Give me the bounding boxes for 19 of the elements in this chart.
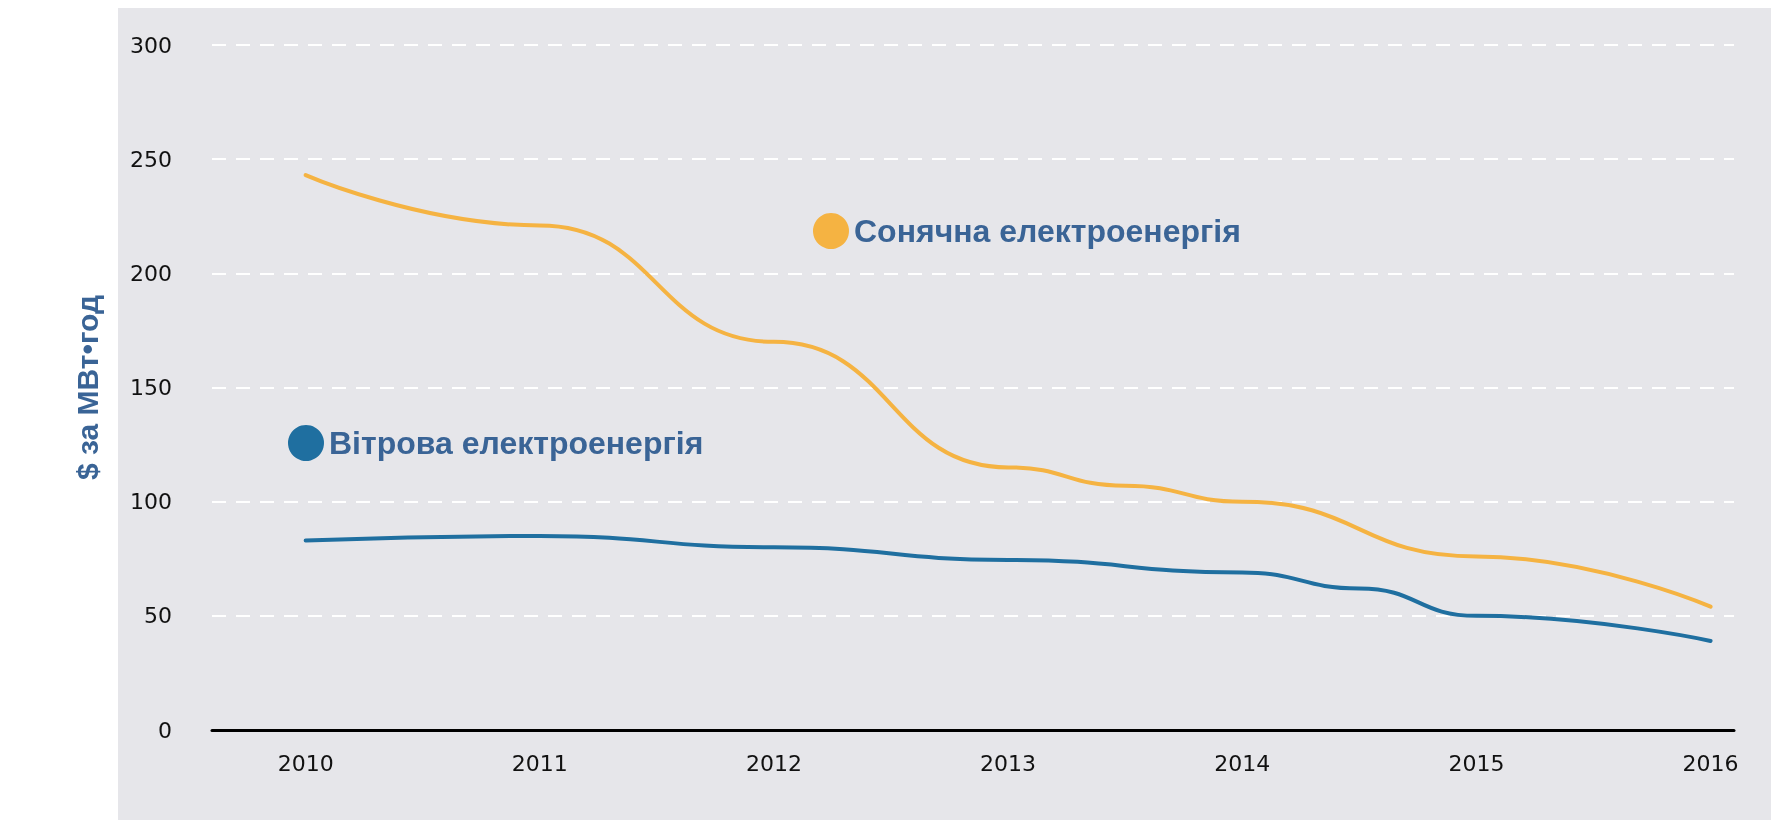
- legend-label: Вітрова електроенергія: [329, 425, 704, 461]
- y-tick-label: 300: [130, 32, 172, 58]
- y-tick-label: 250: [130, 146, 172, 172]
- x-tick-label: 2013: [980, 750, 1037, 776]
- x-tick-label: 2016: [1682, 750, 1739, 776]
- y-axis-title: $ за МВт•год: [70, 294, 104, 481]
- x-tick-label: 2012: [745, 750, 802, 776]
- y-tick-label: 0: [158, 717, 172, 743]
- line-series: [303, 533, 1713, 643]
- x-tick-label: 2014: [1214, 750, 1271, 776]
- y-tick-label: 200: [130, 260, 172, 286]
- x-tick-label: 2011: [511, 750, 568, 776]
- y-tick-label: 100: [130, 489, 172, 515]
- x-tick-label: 2010: [277, 750, 334, 776]
- x-tick-label: 2015: [1448, 750, 1505, 776]
- legend-label: Сонячна електроенергія: [854, 213, 1241, 249]
- y-tick-label: 150: [130, 375, 172, 400]
- y-tick-label: 50: [144, 603, 172, 629]
- line-series: [303, 173, 1713, 609]
